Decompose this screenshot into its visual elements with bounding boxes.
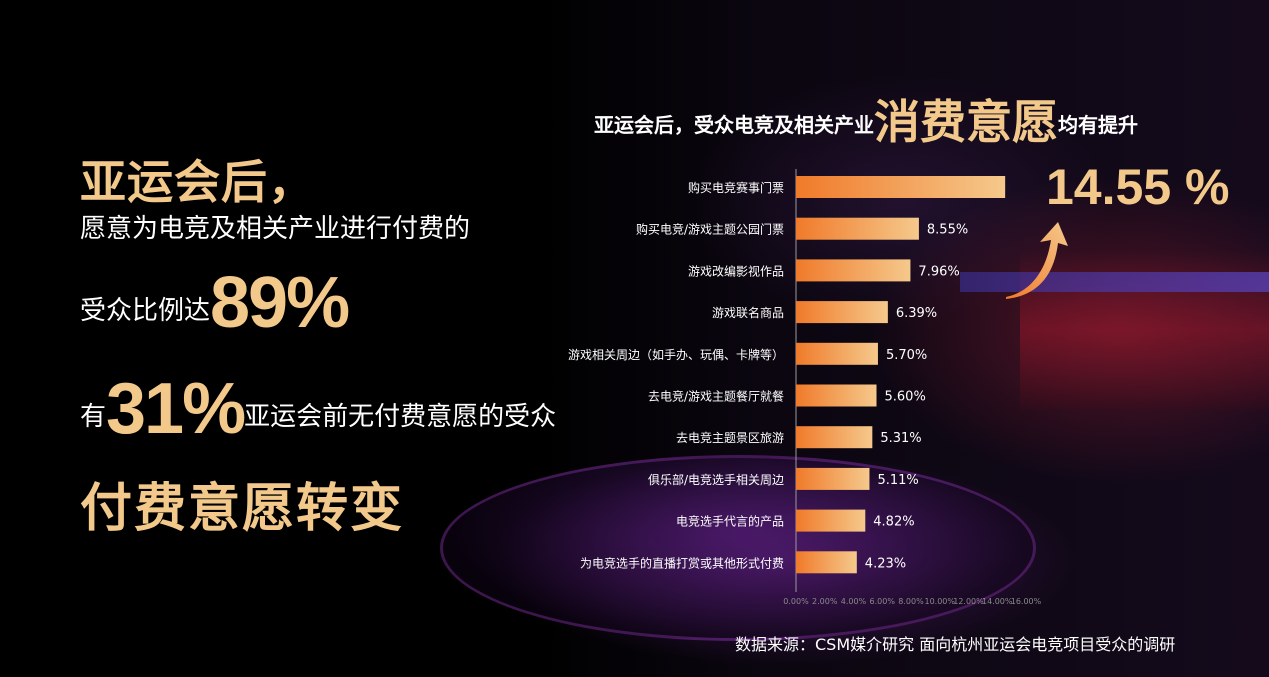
- bar: [796, 342, 878, 365]
- bar: [796, 426, 873, 449]
- data-label: 6.39%: [896, 306, 937, 321]
- x-tick-label: 0.00%: [783, 597, 809, 606]
- x-tick-label: 10.00%: [924, 597, 955, 606]
- data-source: 数据来源：CSM媒介研究 面向杭州亚运会电竞项目受众的调研: [735, 635, 1176, 654]
- left-line-2: 受众比例达89%: [80, 262, 350, 344]
- left-line-3: 有31%亚运会前无付费意愿的受众: [80, 368, 556, 450]
- data-label: 4.82%: [873, 515, 914, 530]
- bar: [796, 301, 888, 324]
- x-tick-label: 16.00%: [1011, 597, 1042, 606]
- x-tick-label: 6.00%: [870, 597, 896, 606]
- chart-title-emphasis: 消费意愿: [874, 95, 1058, 149]
- left-conclusion: 付费意愿转变: [80, 479, 405, 539]
- left-headline: 亚运会后，: [80, 155, 315, 209]
- data-label: 4.23%: [865, 556, 906, 571]
- category-label: 去电竞主题景区旅游: [676, 431, 784, 445]
- chart-title-prefix: 亚运会后，受众电竞及相关产业: [594, 113, 874, 137]
- up-arrow-icon: [1006, 222, 1068, 299]
- stat-31: 31%: [106, 369, 246, 449]
- category-label: 游戏相关周边（如手办、玩偶、卡牌等）: [568, 347, 784, 362]
- category-label: 游戏改编影视作品: [688, 263, 784, 278]
- bar: [796, 217, 919, 240]
- left-line-1: 愿意为电竞及相关产业进行付费的: [80, 214, 471, 244]
- category-label: 俱乐部/电竞选手相关周边: [648, 472, 784, 487]
- highlight-value: 14.55 %: [1046, 159, 1230, 215]
- left-line-3-suffix: 亚运会前无付费意愿的受众: [244, 402, 557, 432]
- data-label: 7.96%: [918, 264, 959, 279]
- left-line-2-prefix: 受众比例达: [80, 296, 211, 326]
- left-line-3-prefix: 有: [80, 402, 107, 432]
- data-label: 5.70%: [886, 348, 927, 363]
- x-tick-label: 2.00%: [812, 597, 838, 606]
- chart-title-suffix: 均有提升: [1058, 113, 1138, 137]
- data-label: 8.55%: [927, 223, 968, 238]
- data-label: 5.31%: [880, 431, 921, 446]
- x-tick-label: 14.00%: [982, 597, 1013, 606]
- bar: [796, 551, 857, 574]
- bar: [796, 176, 1006, 198]
- x-tick-label: 8.00%: [898, 597, 924, 606]
- stat-89: 89%: [210, 263, 350, 343]
- category-label: 为电竞选手的直播打赏或其他形式付费: [580, 555, 784, 570]
- bar: [796, 509, 866, 532]
- data-label: 5.11%: [877, 473, 918, 488]
- bar: [796, 259, 911, 282]
- chart-title: 亚运会后，受众电竞及相关产业消费意愿均有提升: [594, 86, 1138, 152]
- category-label: 去电竞/游戏主题餐厅就餐: [648, 389, 784, 404]
- category-label: 购买电竞赛事门票: [688, 180, 784, 195]
- arena-stage: [440, 455, 1036, 641]
- bar: [796, 384, 877, 407]
- data-label: 5.60%: [885, 390, 926, 405]
- category-label: 游戏联名商品: [712, 305, 784, 320]
- category-label: 购买电竞/游戏主题公园门票: [636, 222, 784, 237]
- x-tick-label: 12.00%: [953, 597, 984, 606]
- x-tick-label: 4.00%: [841, 597, 867, 606]
- bar: [796, 467, 870, 490]
- category-label: 电竞选手代言的产品: [676, 514, 784, 529]
